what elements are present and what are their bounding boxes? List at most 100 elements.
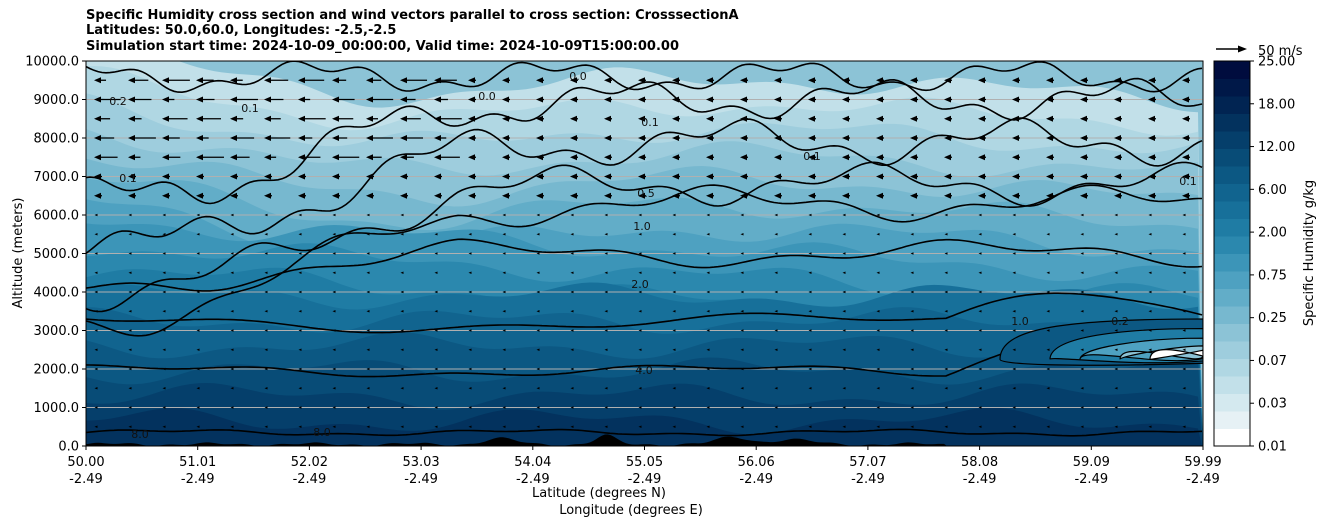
wind-vector: [604, 310, 608, 313]
wind-vector-head: [570, 173, 577, 180]
wind-vector-head: [604, 154, 611, 161]
wind-vector-head: [978, 173, 985, 180]
wind-vector: [672, 310, 676, 313]
wind-vector-head: [1080, 192, 1087, 199]
colorbar-segment: [1214, 113, 1250, 132]
x-tick-label-lat: 54.04: [514, 455, 551, 470]
colorbar-segment: [1214, 96, 1250, 114]
contour-label: 0.1: [803, 150, 821, 163]
wind-vector-head: [1012, 154, 1019, 161]
wind-vector: [264, 425, 268, 428]
wind-vector: [264, 290, 268, 294]
wind-vector-head: [1148, 115, 1155, 122]
wind-vector: [128, 406, 132, 409]
wind-vector: [706, 233, 710, 236]
wind-vector: [434, 233, 438, 236]
wind-vector: [1148, 233, 1152, 236]
wind-vector: [672, 290, 676, 294]
wind-vector: [808, 425, 812, 428]
wind-vector: [468, 348, 472, 351]
wind-vector: [332, 329, 336, 332]
wind-vector: [638, 367, 642, 371]
wind-vector-head: [944, 173, 951, 180]
wind-vector: [332, 290, 336, 294]
wind-vector: [1080, 290, 1084, 294]
wind-vector-head: [434, 77, 441, 84]
wind-vector: [944, 348, 948, 351]
wind-vector: [1012, 213, 1016, 217]
wind-vector-head: [1080, 77, 1087, 84]
wind-vector: [910, 290, 914, 294]
wind-vector: [910, 252, 914, 255]
wind-vector: [332, 233, 336, 236]
wind-vector: [332, 387, 336, 390]
wind-vector: [94, 213, 98, 217]
x-tick-label-lat: 57.07: [849, 455, 886, 470]
wind-vector: [196, 387, 200, 390]
wind-vector: [1012, 310, 1016, 313]
wind-vector-head: [638, 115, 645, 122]
wind-vector: [196, 310, 200, 313]
colorbar-tick-label: 0.07: [1258, 354, 1287, 369]
wind-vector: [366, 367, 370, 371]
wind-vector: [128, 233, 132, 236]
colorbar-segment: [1214, 411, 1250, 429]
contour-label: 1.0: [1011, 315, 1029, 328]
wind-vector: [978, 271, 982, 274]
wind-vector: [842, 425, 846, 428]
wind-vector: [876, 348, 880, 351]
wind-vector: [910, 213, 914, 217]
wind-vector: [842, 329, 846, 332]
wind-vector: [910, 233, 914, 236]
humidity-band: [86, 407, 1202, 446]
wind-vector-head: [1012, 192, 1019, 199]
wind-vector-head: [774, 77, 781, 84]
wind-vector: [128, 290, 132, 294]
wind-vector: [434, 252, 438, 255]
wind-vector: [910, 406, 914, 409]
wind-vector: [1182, 290, 1186, 294]
x-tick-label-lat: 53.03: [402, 455, 439, 470]
terrain-shape: [86, 434, 1203, 446]
wind-vector: [400, 387, 404, 390]
wind-vector-head: [910, 96, 917, 103]
wind-vector: [1012, 290, 1016, 294]
wind-vector: [298, 252, 302, 255]
wind-vector: [298, 348, 302, 351]
wind-vector: [94, 233, 98, 236]
x-tick-label-lat: 56.06: [738, 455, 775, 470]
wind-vector: [706, 213, 710, 217]
wind-vector: [162, 387, 166, 390]
wind-vector: [434, 290, 438, 294]
wind-vector-head: [1046, 154, 1053, 161]
wind-vector-head: [264, 173, 271, 180]
wind-vector: [740, 233, 744, 236]
wind-vector: [128, 425, 132, 428]
wind-vector: [1148, 310, 1152, 313]
wind-vector-head: [434, 135, 441, 141]
wind-vector: [570, 348, 574, 351]
wind-vector: [1080, 252, 1084, 255]
colorbar-tick-label: 0.25: [1258, 311, 1287, 326]
wind-vector-head: [94, 115, 101, 122]
contour-label: 2.0: [631, 278, 649, 291]
wind-vector-head: [876, 115, 883, 122]
wind-vector-head: [264, 96, 271, 103]
wind-vector-head: [910, 192, 917, 199]
wind-vector-head: [536, 154, 543, 161]
wind-vector: [468, 387, 472, 390]
wind-vector: [740, 387, 744, 390]
wind-vector-head: [162, 96, 169, 103]
wind-vector: [604, 348, 608, 351]
wind-vector-head: [978, 135, 985, 141]
wind-vector-head: [604, 192, 611, 199]
wind-vector: [434, 213, 438, 217]
colorbar-segment: [1214, 271, 1250, 289]
wind-vector: [1080, 213, 1084, 217]
wind-vector-head: [774, 115, 781, 122]
wind-vector-head: [1114, 96, 1121, 103]
wind-vector-head: [230, 77, 237, 84]
wind-vector: [706, 310, 710, 313]
x-tick-label-lat: 59.09: [1073, 455, 1110, 470]
wind-vector: [1012, 367, 1016, 371]
